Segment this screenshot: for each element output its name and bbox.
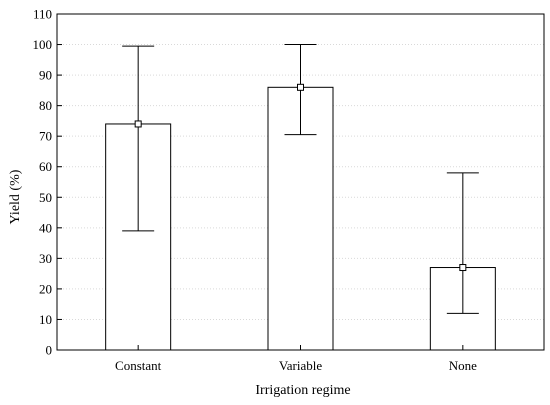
- x-axis-ticks: Constant Variable None: [115, 345, 477, 373]
- y-tick-label: 90: [39, 68, 52, 83]
- y-axis-label: Yield (%): [8, 169, 23, 224]
- y-tick-label: 110: [33, 7, 52, 22]
- x-tick-label: None: [449, 358, 477, 373]
- y-tick-label: 0: [46, 343, 53, 358]
- mean-point-variable: [297, 83, 304, 91]
- y-tick-label: 10: [39, 312, 52, 327]
- x-tick-label: Variable: [279, 358, 323, 373]
- y-tick-label: 80: [39, 98, 52, 113]
- y-tick-label: 20: [39, 281, 52, 296]
- y-axis-ticks: 0 10 20 30 40 50 60 70 80 90 100 110: [33, 7, 62, 358]
- y-tick-label: 40: [39, 220, 52, 235]
- y-tick-label: 30: [39, 251, 52, 266]
- x-tick-label: Constant: [115, 358, 162, 373]
- x-axis-label: Irrigation regime: [255, 383, 350, 398]
- y-tick-label: 100: [33, 37, 53, 52]
- y-tick-label: 70: [39, 129, 52, 144]
- mean-point-none: [459, 264, 467, 272]
- mean-point-constant: [134, 120, 142, 128]
- error-bars: [122, 44, 479, 314]
- y-tick-label: 60: [39, 159, 52, 174]
- y-tick-label: 50: [39, 190, 52, 205]
